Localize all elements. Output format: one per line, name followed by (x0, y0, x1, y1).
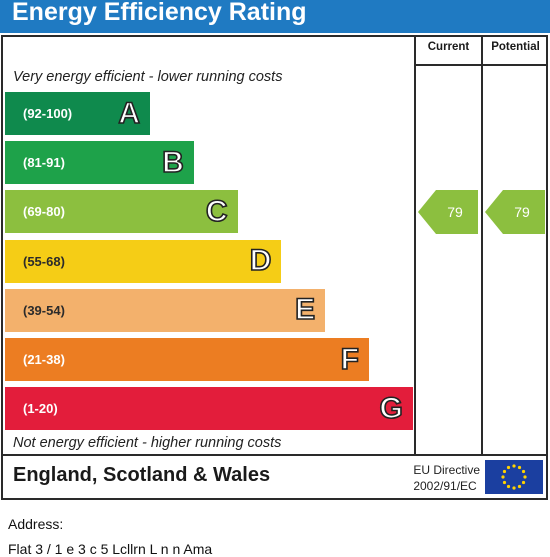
current-rating-value: 79 (447, 204, 463, 221)
band-range-label: (39-54) (23, 302, 65, 318)
rating-band-c: (69-80) C (5, 190, 238, 234)
eu-star (502, 480, 507, 485)
band-letter-label: E (294, 292, 316, 327)
chart-title: Energy Efficiency Rating (12, 0, 307, 26)
band-letter-label: D (249, 243, 272, 278)
band-letter-label: G (379, 391, 404, 426)
band-letter-label: B (161, 145, 184, 180)
current-rating-indicator: 79 (418, 190, 478, 235)
scale-top-note: Very energy efficient - lower running co… (13, 69, 283, 85)
band-letter-label: F (340, 342, 360, 377)
address-label: Address: (8, 516, 64, 532)
rating-band-e: (39-54) E (5, 288, 326, 332)
band-letter-label: C (205, 194, 228, 229)
potential-arrow-fill (485, 190, 545, 235)
footer-divider (3, 454, 546, 456)
potential-column-divider (481, 37, 483, 456)
eu-star (523, 475, 527, 479)
page-title: Energy Efficiency Rating (0, 0, 550, 33)
eu-star (501, 475, 505, 479)
address-value: Flat 3 / 1 e 3 c 5 Lcllrn L n n Ama (8, 541, 213, 557)
eu-stars-icon (501, 464, 527, 490)
eu-star (517, 484, 522, 489)
eu-directive-line1: EU Directive (413, 463, 480, 477)
eu-flag-icon (485, 460, 543, 494)
rating-chart-frame: Current Potential Very energy efficient … (1, 35, 548, 500)
band-letter-label: A (118, 96, 141, 131)
rating-band-g: (1-20) G (5, 387, 413, 431)
eu-star (517, 465, 522, 470)
potential-rating-indicator: 79 (485, 190, 545, 235)
rating-band-b: (81-91) B (5, 141, 194, 185)
eu-star (521, 469, 526, 474)
arrow-shape-potential (485, 190, 545, 235)
eu-star (512, 464, 516, 468)
eu-star (521, 480, 526, 485)
region-label: England, Scotland & Wales (13, 464, 271, 486)
current-column-divider (414, 37, 416, 456)
eu-star (512, 486, 516, 490)
rating-band-a: (92-100) A (5, 92, 150, 135)
arrow-shape-current (418, 190, 478, 235)
rating-band-f: (21-38) F (5, 338, 369, 381)
eu-directive-text: EU Directive 2002/91/EC (413, 462, 480, 494)
scale-bottom-note: Not energy efficient - higher running co… (13, 435, 282, 451)
band-range-label: (81-91) (23, 155, 65, 171)
eu-star (502, 469, 507, 474)
band-range-label: (92-100) (23, 106, 73, 121)
eu-star (506, 465, 511, 470)
current-column-header: Current (427, 41, 470, 53)
band-range-label: (21-38) (23, 352, 65, 367)
band-range-label: (1-20) (23, 401, 58, 417)
current-arrow-fill (418, 190, 478, 235)
potential-rating-value: 79 (514, 204, 530, 221)
rating-band-d: (55-68) D (5, 239, 282, 283)
potential-column-header: Potential (491, 41, 540, 53)
band-range-label: (69-80) (23, 204, 65, 220)
eu-directive-line2: 2002/91/EC (413, 479, 477, 493)
band-range-label: (55-68) (23, 253, 65, 269)
eu-star (506, 484, 511, 489)
column-header-divider (415, 64, 546, 66)
